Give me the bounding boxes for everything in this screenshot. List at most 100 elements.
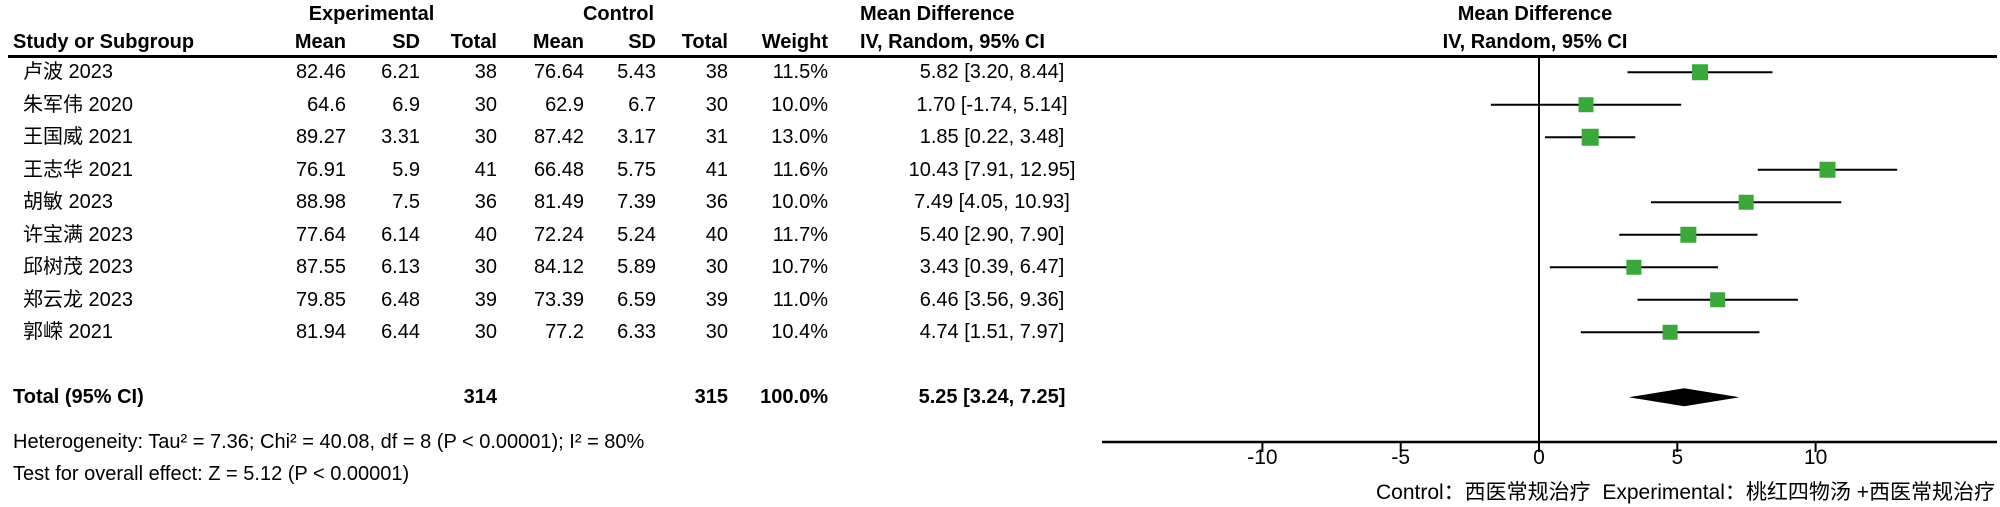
ctrl-sd: 6.7	[628, 93, 656, 116]
ctrl-mean: 73.39	[533, 288, 584, 311]
exp-sd: 6.14	[381, 223, 420, 246]
exp-total: 36	[474, 191, 497, 213]
axis-tick-label: -5	[1391, 446, 1410, 469]
ctrl-total: 30	[705, 93, 728, 116]
ci-text: 5.82 [3.20, 8.44]	[919, 61, 1065, 83]
axis-tick-label: 0	[1533, 446, 1545, 469]
effect-square	[1578, 97, 1594, 113]
exp-total: 30	[474, 93, 497, 116]
col-exp-mean: Mean	[294, 31, 346, 53]
exp-total: 30	[474, 126, 497, 148]
col-study-or-subgroup: Study or Subgroup	[13, 31, 195, 53]
ctrl-sd: 5.89	[617, 256, 656, 278]
study-label: 郭嵘 2021	[23, 321, 114, 343]
exp-total: 39	[474, 288, 497, 311]
weight: 10.4%	[771, 321, 828, 343]
ctrl-total: 30	[705, 321, 728, 343]
ctrl-sd: 5.75	[617, 158, 656, 181]
total-row: Total (95% CI) 314 315 100.0% 5.25 [3.24…	[0, 381, 1100, 414]
total-weight: 100.0%	[760, 386, 828, 408]
study-row: 卢波 2023 82.46 6.21 38 76.64 5.43 38 11.5% 5.82 […	[0, 56, 1100, 89]
effect-square	[1680, 226, 1697, 243]
ctrl-sd: 7.39	[617, 191, 656, 213]
ci-text: 1.70 [-1.74, 5.14]	[916, 93, 1068, 116]
study-label: 王志华 2021	[23, 158, 134, 181]
study-row: 邱树茂 2023 87.55 6.13 30 84.12 5.89 30 10.7% 3.43 …	[0, 251, 1100, 284]
axis-tick-label: -10	[1247, 446, 1277, 469]
weight: 11.0%	[772, 288, 828, 311]
ctrl-mean: 76.64	[533, 61, 584, 83]
study-label: 王国威 2021	[23, 126, 134, 148]
ci-text: 4.74 [1.51, 7.97]	[919, 321, 1065, 343]
col-exp-total: Total	[450, 31, 497, 53]
ctrl-total: 40	[705, 223, 728, 246]
exp-mean: 79.85	[295, 288, 346, 311]
study-label: 卢波 2023	[23, 61, 114, 83]
study-label: 朱军伟 2020	[23, 93, 134, 116]
ctrl-mean: 62.9	[545, 93, 584, 116]
weight: 11.7%	[772, 223, 828, 246]
weight: 10.0%	[771, 191, 828, 213]
weight: 10.0%	[771, 93, 828, 116]
exp-sd: 6.9	[392, 93, 420, 116]
total-ctrl-total: 315	[694, 386, 728, 408]
exp-sd: 6.44	[381, 321, 420, 343]
effect-square	[1626, 259, 1642, 275]
group-header-row: Experimental Control Mean Difference	[0, 0, 1100, 28]
ctrl-mean: 81.49	[533, 191, 584, 213]
study-row: 朱军伟 2020 64.6 6.9 30 62.9 6.7 30 10.0% 1.70 [-1.…	[0, 89, 1100, 122]
ci-text: 5.40 [2.90, 7.90]	[919, 223, 1065, 246]
exp-total: 40	[474, 223, 497, 246]
exp-mean: 81.94	[295, 321, 346, 343]
exp-mean: 89.27	[295, 126, 346, 148]
ctrl-sd: 6.33	[617, 321, 656, 343]
ctrl-mean: 77.2	[545, 321, 584, 343]
col-weight: Weight	[761, 31, 828, 53]
method-header-plot: IV, Random, 95% CI	[1442, 31, 1628, 53]
ctrl-mean: 87.42	[533, 126, 584, 148]
study-row: 郭嵘 2021 81.94 6.44 30 77.2 6.33 30 10.4% 4.74 [1…	[0, 316, 1100, 349]
exp-mean: 64.6	[307, 93, 346, 116]
exp-mean: 77.64	[295, 223, 346, 246]
col-ctrl-mean: Mean	[532, 31, 584, 53]
total-label: Total (95% CI)	[13, 386, 144, 408]
weight: 10.7%	[771, 256, 828, 278]
ctrl-sd: 5.24	[617, 223, 656, 246]
weight: 11.5%	[772, 61, 828, 83]
col-exp-sd: SD	[392, 31, 420, 53]
exp-sd: 6.21	[381, 61, 420, 83]
ctrl-mean: 66.48	[533, 158, 584, 181]
total-ci-text: 5.25 [3.24, 7.25]	[918, 386, 1066, 408]
exp-total: 30	[474, 321, 497, 343]
mean-difference-header-left: Mean Difference	[860, 3, 1015, 25]
study-row: 胡敏 2023 88.98 7.5 36 81.49 7.39 36 10.0% 7.49 [4…	[0, 186, 1100, 219]
study-row: 王国威 2021 89.27 3.31 30 87.42 3.17 31 13.0% 1.85 …	[0, 121, 1100, 154]
mean-difference-header-plot: Mean Difference	[1457, 3, 1613, 25]
study-label: 邱树茂 2023	[23, 256, 134, 278]
effect-square	[1738, 194, 1754, 210]
pooled-diamond	[1628, 388, 1740, 407]
exp-sd: 5.9	[392, 158, 420, 181]
exp-mean: 88.98	[295, 191, 346, 213]
ci-text: 7.49 [4.05, 10.93]	[914, 191, 1070, 213]
exp-sd: 6.13	[381, 256, 420, 278]
treatment-legend: Control：西医常规治疗 Experimental：桃红四物汤 +西医常规治…	[1375, 481, 1995, 504]
study-label: 郑云龙 2023	[23, 288, 134, 311]
ctrl-mean: 72.24	[533, 223, 584, 246]
study-label: 许宝满 2023	[23, 223, 134, 246]
exp-mean: 87.55	[295, 256, 346, 278]
study-label: 胡敏 2023	[23, 191, 114, 213]
study-rows: 卢波 2023 82.46 6.21 38 76.64 5.43 38 11.5% 5.82 […	[0, 56, 1100, 351]
ctrl-total: 30	[705, 256, 728, 278]
exp-sd: 6.48	[381, 288, 420, 311]
ctrl-sd: 3.17	[617, 126, 656, 148]
ci-text: 1.85 [0.22, 3.48]	[919, 126, 1065, 148]
ctrl-total: 41	[705, 158, 728, 181]
control-group-header: Control	[582, 3, 655, 25]
effect-square	[1710, 292, 1726, 308]
effect-square	[1581, 128, 1599, 146]
col-ctrl-sd: SD	[628, 31, 656, 53]
exp-total: 41	[474, 158, 497, 181]
